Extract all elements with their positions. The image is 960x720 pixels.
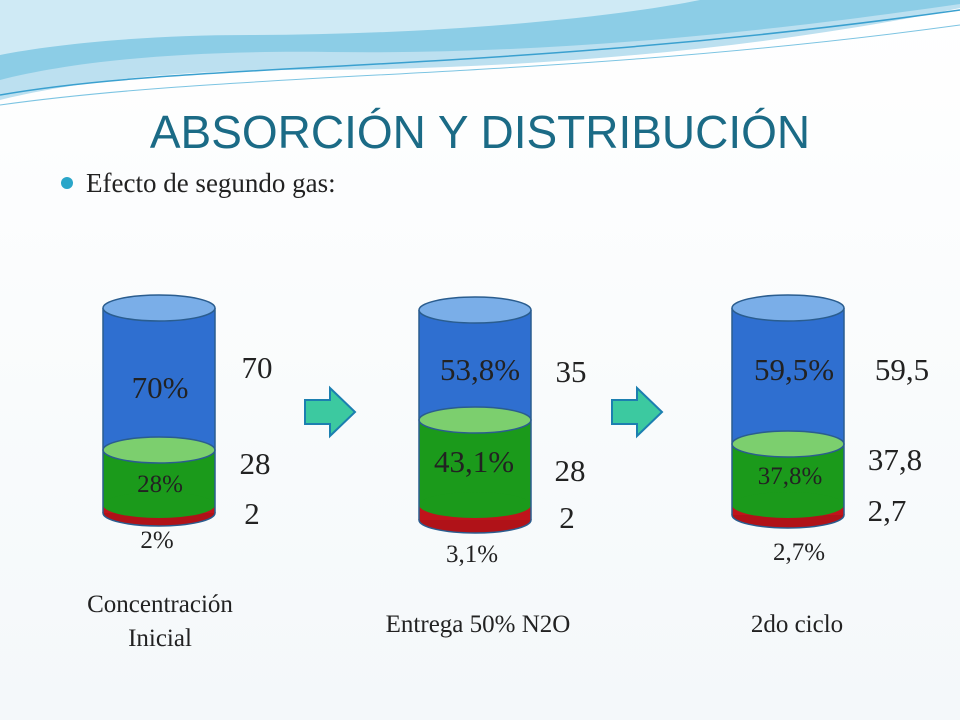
cylinders — [102, 294, 845, 534]
green-label: 28% — [137, 471, 183, 498]
green-label: 43,1% — [434, 444, 514, 479]
side-label: 37,8 — [868, 442, 922, 477]
green-layer — [419, 420, 531, 505]
side-label: 28 — [240, 446, 271, 481]
cylinder-top — [418, 296, 532, 324]
side-label: 70 — [242, 350, 273, 385]
title: ABSORCIÓN Y DISTRIBUCIÓN — [150, 106, 810, 158]
cylinder-top — [102, 294, 216, 322]
bullet-dot — [61, 177, 73, 189]
header-waves — [0, 0, 960, 106]
side-label: 2,7 — [868, 493, 907, 528]
green-base — [419, 492, 531, 518]
arrows — [304, 385, 664, 439]
side-label: 35 — [556, 354, 587, 389]
side-label: 28 — [555, 453, 586, 488]
bullet-text: Efecto de segundo gas: — [86, 168, 336, 198]
red-label: 2,7% — [773, 539, 825, 566]
blue-layer — [103, 308, 215, 450]
caption: Concentración — [87, 591, 233, 618]
green-base — [103, 492, 215, 518]
blue-layer — [419, 310, 531, 420]
caption: Inicial — [128, 625, 192, 652]
caption: Entrega 50% N2O — [386, 611, 571, 638]
blue-label: 59,5% — [754, 352, 834, 387]
side-label: 2 — [244, 496, 260, 531]
side-label: 2 — [559, 500, 575, 535]
green-label: 37,8% — [758, 463, 823, 490]
red-label: 3,1% — [446, 541, 498, 568]
blue-layer — [732, 308, 844, 444]
green-surface — [418, 406, 532, 434]
side-label: 59,5 — [875, 352, 929, 387]
cylinder-top — [731, 294, 845, 322]
caption: 2do ciclo — [751, 611, 843, 638]
green-base — [732, 492, 844, 518]
blue-label: 70% — [132, 370, 189, 405]
blue-label: 53,8% — [440, 352, 520, 387]
green-surface — [102, 436, 216, 464]
green-surface — [731, 430, 845, 458]
red-label: 2% — [140, 527, 173, 554]
